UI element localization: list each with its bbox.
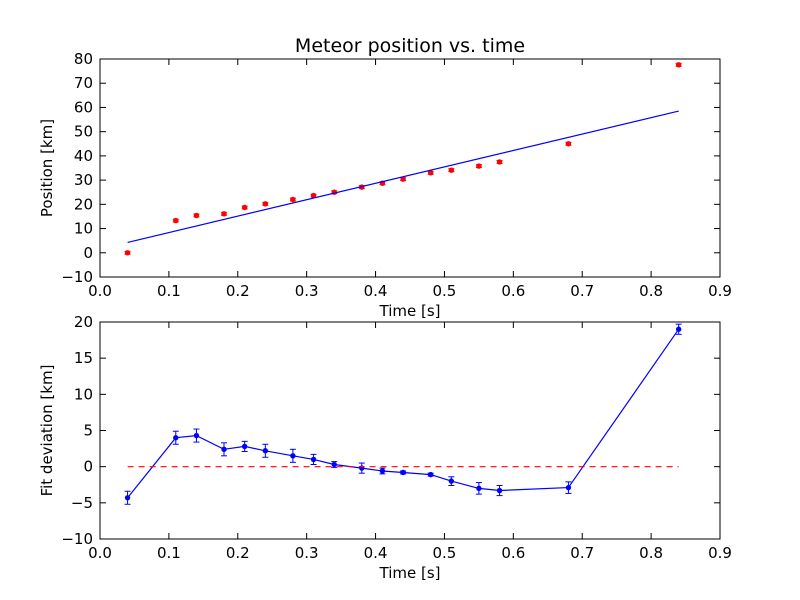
y-tick-label: 50 [74, 123, 93, 141]
x-tick-label: 0.6 [501, 544, 525, 562]
data-point [476, 163, 482, 169]
data-point [331, 461, 337, 468]
y-tick-label: 10 [74, 385, 93, 403]
y-tick-label: 30 [74, 171, 93, 189]
y-tick-label: 60 [74, 98, 93, 116]
x-tick-label: 0.4 [364, 544, 388, 562]
position-plot: 0.0 0.1 0.2 0.3 0.4 0.5 0.6 0.7 0.8 0.9 −10 0 10 20 30… [38, 35, 732, 320]
data-point [193, 432, 200, 439]
y-tick-label: 80 [74, 50, 93, 68]
data-point [193, 212, 200, 219]
position-plot-data-layer [124, 62, 682, 256]
y-tick-label: 5 [83, 422, 93, 440]
data-point [400, 469, 406, 476]
y-tick-label: −10 [61, 530, 93, 548]
x-tick-label: 0.1 [157, 282, 181, 300]
x-tick-label: 0.0 [88, 282, 112, 300]
data-point [427, 170, 434, 176]
data-point [221, 446, 227, 453]
y-tick-label: −5 [71, 494, 93, 512]
y-tick-label: 20 [74, 195, 93, 213]
y-tick-label: 15 [74, 349, 93, 367]
data-point [241, 204, 248, 211]
data-point [427, 471, 434, 478]
data-point [310, 456, 317, 463]
x-tick-label: 0.1 [157, 544, 181, 562]
data-point [496, 487, 503, 494]
data-point [565, 141, 572, 147]
data-point [124, 495, 131, 501]
deviation-plot-frame [99, 321, 721, 540]
data-point [173, 435, 179, 441]
data-point [565, 484, 572, 491]
y-tick-label: 20 [74, 313, 93, 331]
y-tick-label: 0 [83, 244, 93, 262]
x-tick-label: 0.5 [433, 282, 457, 300]
x-tick-label: 0.9 [708, 544, 732, 562]
data-point [675, 326, 682, 332]
x-tick-label: 0.4 [364, 282, 388, 300]
data-point [173, 217, 179, 224]
deviation-plot-data-layer [124, 323, 682, 505]
data-point [476, 485, 482, 492]
fit-line [127, 110, 679, 243]
data-point [290, 453, 296, 459]
x-tick-label: 0.8 [639, 544, 663, 562]
position-plot-ticks: 0.0 0.1 0.2 0.3 0.4 0.5 0.6 0.7 0.8 0.9 −10 0 10 20 30… [61, 50, 732, 300]
x-tick-label: 0.2 [226, 282, 250, 300]
x-tick-label: 0.0 [88, 544, 112, 562]
data-point [124, 250, 131, 256]
y-tick-label: 70 [74, 74, 93, 92]
x-tick-label: 0.3 [295, 544, 319, 562]
data-point [221, 211, 227, 217]
data-point [379, 468, 386, 474]
x-tick-label: 0.5 [433, 544, 457, 562]
chart-title: Meteor position vs. time [295, 35, 525, 57]
x-tick-label: 0.2 [226, 544, 250, 562]
y-tick-label: 0 [83, 458, 93, 476]
data-point [262, 201, 269, 207]
data-point [448, 167, 455, 173]
data-point [448, 478, 455, 484]
x-tick-label: 0.6 [501, 282, 525, 300]
deviation-plot-ticks: 0.0 0.1 0.2 0.3 0.4 0.5 0.6 0.7 0.8 0.9 −10 −5 0 5 10 1… [61, 313, 732, 562]
y-axis-label: Position [km] [38, 119, 56, 217]
data-point [290, 196, 296, 203]
deviation-plot: 0.0 0.1 0.2 0.3 0.4 0.5 0.6 0.7 0.8 0.9 −10 −5 0 5 10 1… [38, 313, 732, 582]
data-point [241, 443, 248, 450]
data-point [496, 159, 503, 165]
position-plot-frame [99, 58, 721, 278]
y-axis-label: Fit deviation [km] [38, 365, 56, 497]
x-tick-label: 0.7 [570, 282, 594, 300]
x-tick-label: 0.9 [708, 282, 732, 300]
y-tick-label: −10 [61, 268, 93, 286]
x-axis-label: Time [s] [379, 564, 441, 582]
x-tick-label: 0.8 [639, 282, 663, 300]
x-axis-label: Time [s] [379, 302, 441, 320]
data-point [262, 448, 269, 454]
x-tick-label: 0.3 [295, 282, 319, 300]
y-tick-label: 40 [74, 147, 93, 165]
data-point [675, 62, 682, 68]
x-tick-label: 0.7 [570, 544, 594, 562]
y-tick-label: 10 [74, 220, 93, 238]
